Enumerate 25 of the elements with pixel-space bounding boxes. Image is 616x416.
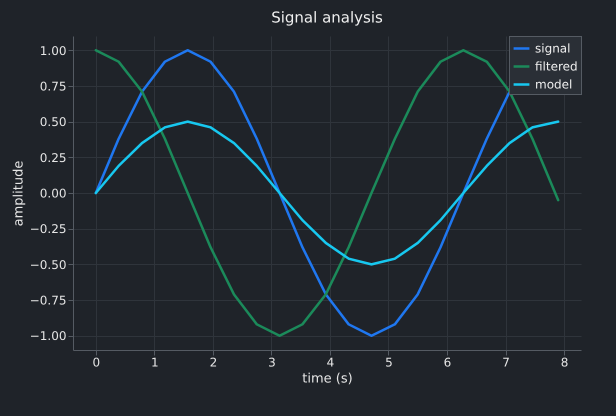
y-tick-label: 1.00 <box>40 44 66 58</box>
x-tick-label: 4 <box>326 356 334 370</box>
legend-label: model <box>535 78 572 92</box>
x-tick-label: 8 <box>560 356 568 370</box>
line-series <box>94 120 560 266</box>
x-tick-label: 0 <box>92 356 100 370</box>
x-tick-label: 6 <box>444 356 452 370</box>
y-tick-label: −0.50 <box>30 258 66 272</box>
x-tick-label: 7 <box>502 356 510 370</box>
x-tick-label: 3 <box>268 356 276 370</box>
y-tick-label: 0.00 <box>40 186 66 200</box>
x-axis-title: time (s) <box>302 372 353 386</box>
x-tick-label: 1 <box>151 356 159 370</box>
y-tick-label: −0.75 <box>30 294 66 308</box>
y-tick-label: 0.50 <box>40 115 66 130</box>
x-tick-label: 5 <box>385 356 393 370</box>
y-tick-label: 0.25 <box>40 150 66 165</box>
y-axis-title: amplitude <box>12 160 27 226</box>
x-tick-label: 2 <box>210 356 218 370</box>
legend-label: filtered <box>535 60 578 74</box>
y-tick-label: −0.25 <box>30 222 66 236</box>
y-tick-label: 0.75 <box>40 79 66 94</box>
y-tick-label: −1.00 <box>30 329 66 344</box>
chart-title: Signal analysis <box>271 8 383 26</box>
legend-label: signal <box>535 42 570 56</box>
